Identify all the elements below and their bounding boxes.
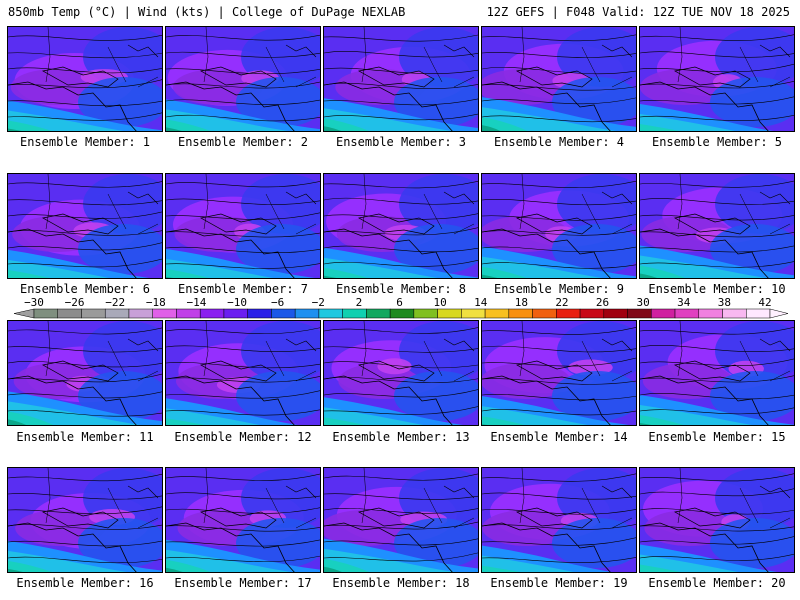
colorbar-tick-label: 34 xyxy=(677,296,691,309)
ensemble-map-panel xyxy=(481,320,637,426)
ensemble-member-label: Ensemble Member: 17 xyxy=(174,576,312,590)
ensemble-map-panel xyxy=(7,173,163,279)
ensemble-member-label: Ensemble Member: 12 xyxy=(174,430,312,444)
colorbar-segment xyxy=(698,308,723,319)
colorbar-segment xyxy=(532,308,557,319)
colorbar-segment xyxy=(651,308,676,319)
colorbar-right-arrow xyxy=(769,308,789,319)
colorbar-segment xyxy=(57,308,82,319)
colorbar-segment xyxy=(342,308,367,319)
colorbar-segment xyxy=(603,308,628,319)
colorbar-segment xyxy=(461,308,486,319)
colorbar-segment xyxy=(413,308,438,319)
colorbar-tick-label: −26 xyxy=(64,296,85,309)
ensemble-map-panel xyxy=(639,26,795,132)
ensemble-map-panel xyxy=(7,26,163,132)
ensemble-member-label: Ensemble Member: 4 xyxy=(493,135,625,149)
colorbar-segment xyxy=(294,308,320,319)
colorbar-segment xyxy=(271,308,296,319)
ensemble-map-panel xyxy=(481,26,637,132)
colorbar-segment xyxy=(223,308,248,319)
ensemble-map-panel xyxy=(639,173,795,279)
ensemble-member-label: Ensemble Member: 16 xyxy=(16,576,154,590)
colorbar-segment xyxy=(81,308,106,319)
ensemble-member-label: Ensemble Member: 20 xyxy=(648,576,786,590)
colorbar-segment xyxy=(247,308,272,319)
colorbar-segment xyxy=(579,308,605,319)
colorbar-tick-label: 26 xyxy=(595,296,610,309)
ensemble-map-panel xyxy=(7,320,163,426)
colorbar-tick-label: 14 xyxy=(474,296,488,309)
ensemble-map-panel xyxy=(323,173,479,279)
ensemble-member-label: Ensemble Member: 15 xyxy=(648,430,786,444)
ensemble-member-label: Ensemble Member: 2 xyxy=(177,135,309,149)
colorbar-segment xyxy=(33,308,58,319)
colorbar-tick-label: 10 xyxy=(433,296,447,309)
colorbar-tick-label: 22 xyxy=(555,296,569,309)
ensemble-map-panel xyxy=(165,26,321,132)
temperature-colorbar xyxy=(13,308,789,319)
colorbar-segment xyxy=(746,308,771,319)
ensemble-map-panel xyxy=(165,173,321,279)
ensemble-member-label: Ensemble Member: 19 xyxy=(490,576,628,590)
colorbar-tick-label: −6 xyxy=(271,296,285,309)
colorbar-tick-label: 6 xyxy=(396,296,403,309)
ensemble-member-label: Ensemble Member: 9 xyxy=(493,282,625,296)
colorbar-segment xyxy=(437,308,462,319)
colorbar-tick-label: 42 xyxy=(758,296,772,309)
ensemble-member-label: Ensemble Member: 1 xyxy=(19,135,151,149)
colorbar-tick-label: −14 xyxy=(186,296,207,309)
ensemble-map-panel xyxy=(165,320,321,426)
colorbar-segment xyxy=(674,308,700,319)
colorbar-segment xyxy=(389,308,415,319)
chart-title: 850mb Temp (°C) | Wind (kts) | College o… xyxy=(8,5,406,19)
ensemble-map-panel xyxy=(323,26,479,132)
colorbar-segment xyxy=(128,308,153,319)
ensemble-member-label: Ensemble Member: 5 xyxy=(651,135,783,149)
ensemble-map-panel xyxy=(7,467,163,573)
colorbar-segment xyxy=(199,308,225,319)
ensemble-member-label: Ensemble Member: 8 xyxy=(335,282,467,296)
ensemble-member-label: Ensemble Member: 10 xyxy=(648,282,786,296)
colorbar-tick-label: −2 xyxy=(311,296,325,309)
ensemble-map-panel xyxy=(481,173,637,279)
colorbar-segment xyxy=(366,308,391,319)
colorbar-tick-label: −10 xyxy=(227,296,247,309)
colorbar-tick-label: −22 xyxy=(105,296,126,309)
colorbar-tick-label: 38 xyxy=(717,296,731,309)
ensemble-member-label: Ensemble Member: 11 xyxy=(16,430,154,444)
colorbar-segment xyxy=(556,308,581,319)
ensemble-map-panel xyxy=(639,467,795,573)
ensemble-member-label: Ensemble Member: 7 xyxy=(177,282,309,296)
ensemble-map-panel xyxy=(481,467,637,573)
ensemble-member-label: Ensemble Member: 14 xyxy=(490,430,628,444)
ensemble-map-panel xyxy=(323,467,479,573)
colorbar-left-arrow xyxy=(13,308,35,319)
ensemble-member-label: Ensemble Member: 18 xyxy=(332,576,470,590)
colorbar-tick-label: −30 xyxy=(24,296,44,309)
colorbar-segment xyxy=(152,308,177,319)
colorbar-tick-label: 18 xyxy=(514,296,528,309)
colorbar-tick-label: 2 xyxy=(355,296,363,309)
colorbar-segment xyxy=(722,308,747,319)
ensemble-member-label: Ensemble Member: 13 xyxy=(332,430,470,444)
colorbar-segment xyxy=(318,308,343,319)
colorbar-segment xyxy=(176,308,201,319)
colorbar-tick-labels: −30 −26 −22 −18 −14 −10 −6 −2 2 6 10 14 18 22 26 30 34 38… xyxy=(0,296,800,309)
ensemble-map-panel xyxy=(165,467,321,573)
colorbar-segment xyxy=(508,308,533,319)
ensemble-member-label: Ensemble Member: 6 xyxy=(19,282,151,296)
ensemble-member-label: Ensemble Member: 3 xyxy=(335,135,467,149)
ensemble-map-panel xyxy=(639,320,795,426)
colorbar-segment xyxy=(484,308,510,319)
ensemble-map-panel xyxy=(323,320,479,426)
colorbar-tick-label: −18 xyxy=(145,296,166,309)
colorbar-tick-label: 30 xyxy=(636,296,650,309)
model-run-info: 12Z GEFS | F048 Valid: 12Z TUE NOV 18 20… xyxy=(486,5,790,19)
colorbar-segment xyxy=(627,308,652,319)
colorbar-segment xyxy=(104,308,130,319)
